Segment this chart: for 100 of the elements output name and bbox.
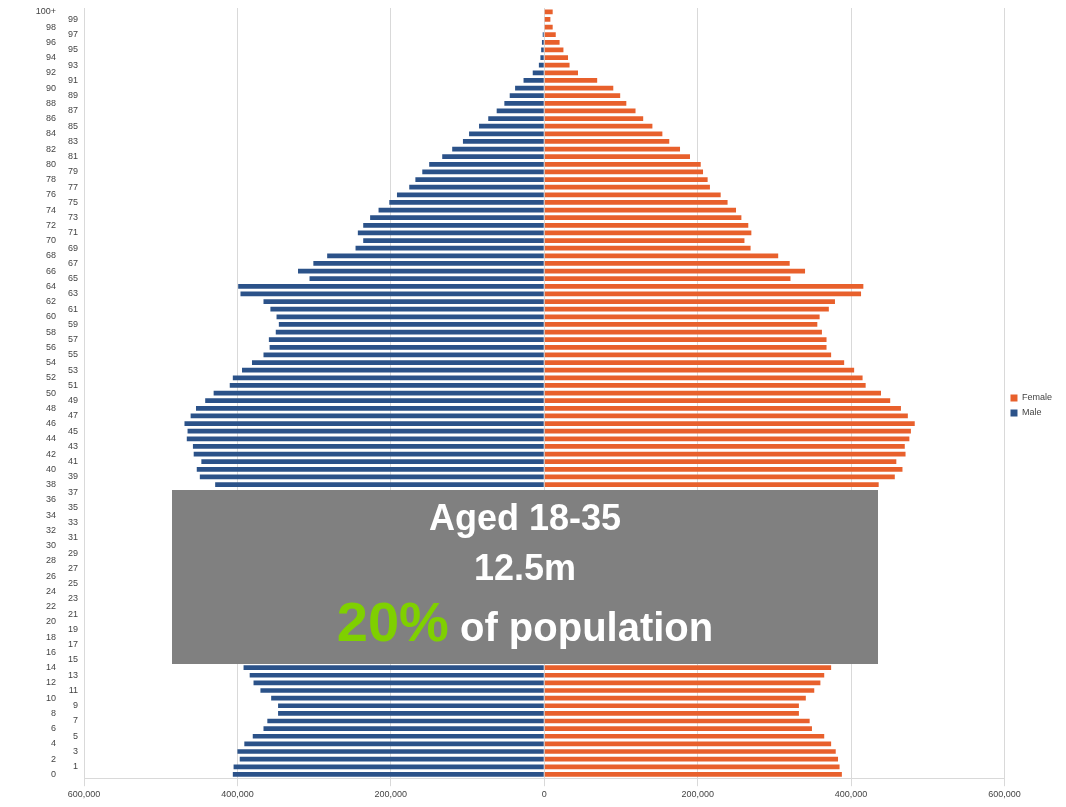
bar (184, 421, 544, 426)
y-tick-label: 98 (45, 21, 56, 32)
y-tick-label: 28 (45, 555, 56, 566)
y-tick-label: 58 (45, 326, 56, 337)
y-tick-label: 15 (67, 654, 78, 665)
y-tick-label: 81 (67, 151, 78, 162)
y-tick-label: 1 (72, 761, 78, 772)
y-tick-label: 14 (45, 662, 56, 673)
y-tick-label: 71 (67, 227, 78, 238)
bar (442, 154, 544, 160)
y-tick-label: 17 (67, 639, 78, 650)
y-tick-label: 8 (50, 707, 56, 718)
bar (544, 764, 840, 770)
bar (544, 192, 721, 198)
y-tick-label: 32 (45, 524, 56, 535)
bar (544, 428, 911, 434)
legend-label: Female (1021, 392, 1053, 403)
y-tick-label: 96 (45, 36, 56, 47)
bar (270, 306, 544, 312)
bar (544, 322, 818, 327)
bar (186, 436, 544, 442)
bar (242, 367, 544, 373)
y-tick-label: 75 (67, 196, 78, 207)
y-tick-label: 76 (45, 189, 56, 200)
bar (276, 314, 544, 320)
bar (544, 703, 799, 709)
y-tick-label: 0 (50, 768, 56, 779)
bar (544, 215, 742, 221)
y-tick-label: 63 (67, 288, 78, 299)
annotation: Aged 18-35 (427, 497, 623, 538)
y-tick-label: 12 (45, 677, 56, 688)
bar (544, 367, 855, 373)
y-tick-label: 55 (67, 349, 78, 360)
bar (504, 100, 544, 106)
bar (532, 70, 544, 76)
bar (309, 276, 544, 282)
y-tick-label: 95 (67, 44, 78, 55)
bar (389, 200, 544, 205)
bar (544, 261, 790, 266)
y-tick-label: 35 (67, 501, 78, 512)
y-tick-label: 4 (50, 738, 56, 749)
y-tick-label: 62 (45, 296, 56, 307)
bar (187, 428, 544, 434)
x-tick-label: 200,000 (681, 789, 714, 800)
y-tick-label: 90 (45, 82, 56, 93)
bar (195, 405, 544, 411)
y-tick-label: 88 (45, 97, 56, 108)
annotation: 12.5m (472, 547, 578, 588)
y-tick-label: 30 (45, 540, 56, 551)
y-tick-label: 84 (45, 128, 56, 139)
bar (540, 55, 544, 60)
bar (544, 672, 825, 678)
bar (469, 131, 544, 137)
bar (488, 116, 544, 121)
y-tick-label: 65 (67, 273, 78, 284)
bar (544, 123, 653, 129)
bar (370, 215, 544, 221)
bar (509, 93, 544, 99)
bar (355, 245, 544, 251)
x-tick-label: 200,000 (374, 789, 408, 800)
bar (544, 398, 891, 404)
bar (544, 276, 791, 282)
bar (544, 184, 710, 190)
bar (544, 245, 751, 251)
bar (544, 200, 728, 205)
y-tick-label: 94 (45, 52, 56, 63)
y-tick-label: 52 (45, 372, 56, 383)
bar (544, 78, 598, 83)
bar (462, 139, 544, 144)
bar (278, 703, 544, 709)
y-tick-label: 37 (67, 486, 78, 497)
bar (544, 222, 749, 228)
bar (201, 459, 544, 465)
x-tick-label: 0 (541, 789, 547, 800)
bar (544, 55, 569, 60)
y-tick-label: 45 (67, 425, 78, 436)
bar (363, 222, 544, 228)
bar (544, 665, 832, 670)
bar (268, 337, 544, 343)
bar (232, 375, 544, 381)
y-tick-label: 53 (67, 364, 78, 375)
y-tick-label: 77 (67, 181, 78, 192)
x-tick-label: 600,000 (67, 789, 101, 800)
y-tick-label: 5 (72, 730, 78, 741)
bar (544, 421, 915, 426)
bar (544, 306, 829, 312)
y-tick-label: 68 (45, 250, 56, 261)
y-tick-label: 92 (45, 67, 56, 78)
y-tick-label: 64 (45, 280, 56, 291)
y-tick-label: 39 (67, 471, 78, 482)
y-tick-label: 61 (67, 303, 78, 314)
y-tick-label: 47 (67, 410, 78, 421)
bar (544, 9, 553, 15)
bar (544, 482, 879, 487)
bar (544, 337, 827, 343)
y-tick-label: 38 (45, 479, 56, 490)
y-tick-label: 57 (67, 334, 78, 345)
x-tick-label: 400,000 (221, 789, 254, 800)
bar (544, 32, 556, 38)
y-tick-label: 22 (45, 601, 56, 612)
